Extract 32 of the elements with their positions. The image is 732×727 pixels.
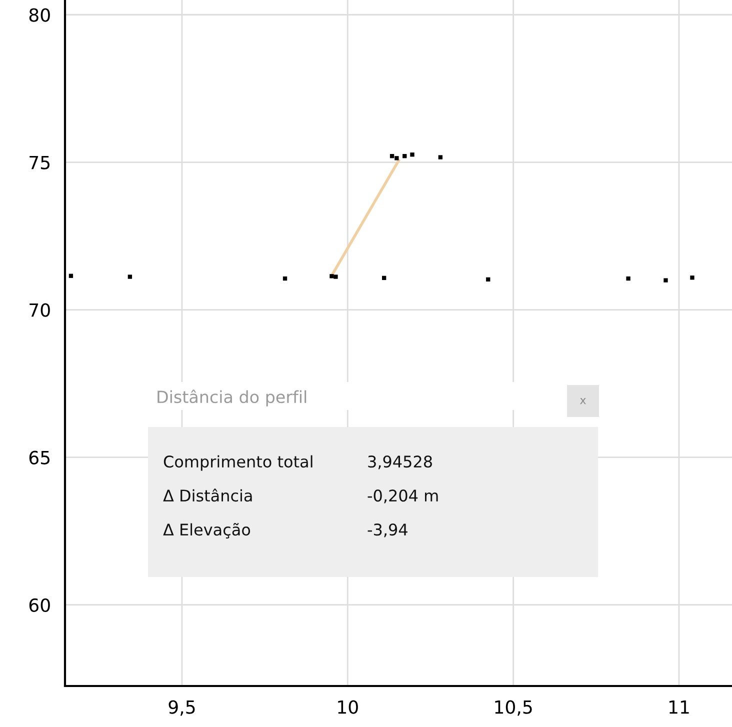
- point: [68, 274, 74, 278]
- annotation: x: [580, 398, 586, 404]
- annotation: Comprimento total: [164, 455, 312, 471]
- point: [402, 154, 407, 158]
- x-tick-label: 10,5: [495, 700, 532, 716]
- x-tick-label: 9,5: [168, 700, 195, 716]
- annotation: Δ Elevação: [163, 523, 250, 538]
- point: [330, 274, 334, 278]
- annotation: Δ Distância: [163, 488, 252, 502]
- point: [664, 278, 668, 282]
- point: [410, 152, 414, 157]
- x-tick-label: 10: [338, 700, 358, 714]
- point: [626, 276, 630, 281]
- point: [282, 276, 288, 281]
- y-tick-label: 60: [29, 598, 50, 612]
- annotation: 3,94528: [368, 456, 432, 470]
- y-tick-label: 70: [30, 303, 50, 317]
- point: [128, 274, 132, 279]
- point: [690, 276, 694, 280]
- point: [394, 156, 399, 160]
- point: [438, 155, 442, 160]
- point: [382, 276, 386, 280]
- annotation: -0,204 m: [368, 490, 438, 504]
- point: [486, 277, 490, 282]
- y-tick-label: 80: [29, 8, 50, 22]
- annotation: Distância do perfil: [158, 390, 306, 406]
- y-tick-label: 75: [30, 156, 50, 170]
- y-tick-label: 65: [29, 450, 50, 464]
- x-tick-label: 11: [669, 700, 689, 714]
- point: [334, 274, 338, 279]
- annotation: -3,94: [368, 524, 408, 538]
- point: [390, 154, 394, 158]
